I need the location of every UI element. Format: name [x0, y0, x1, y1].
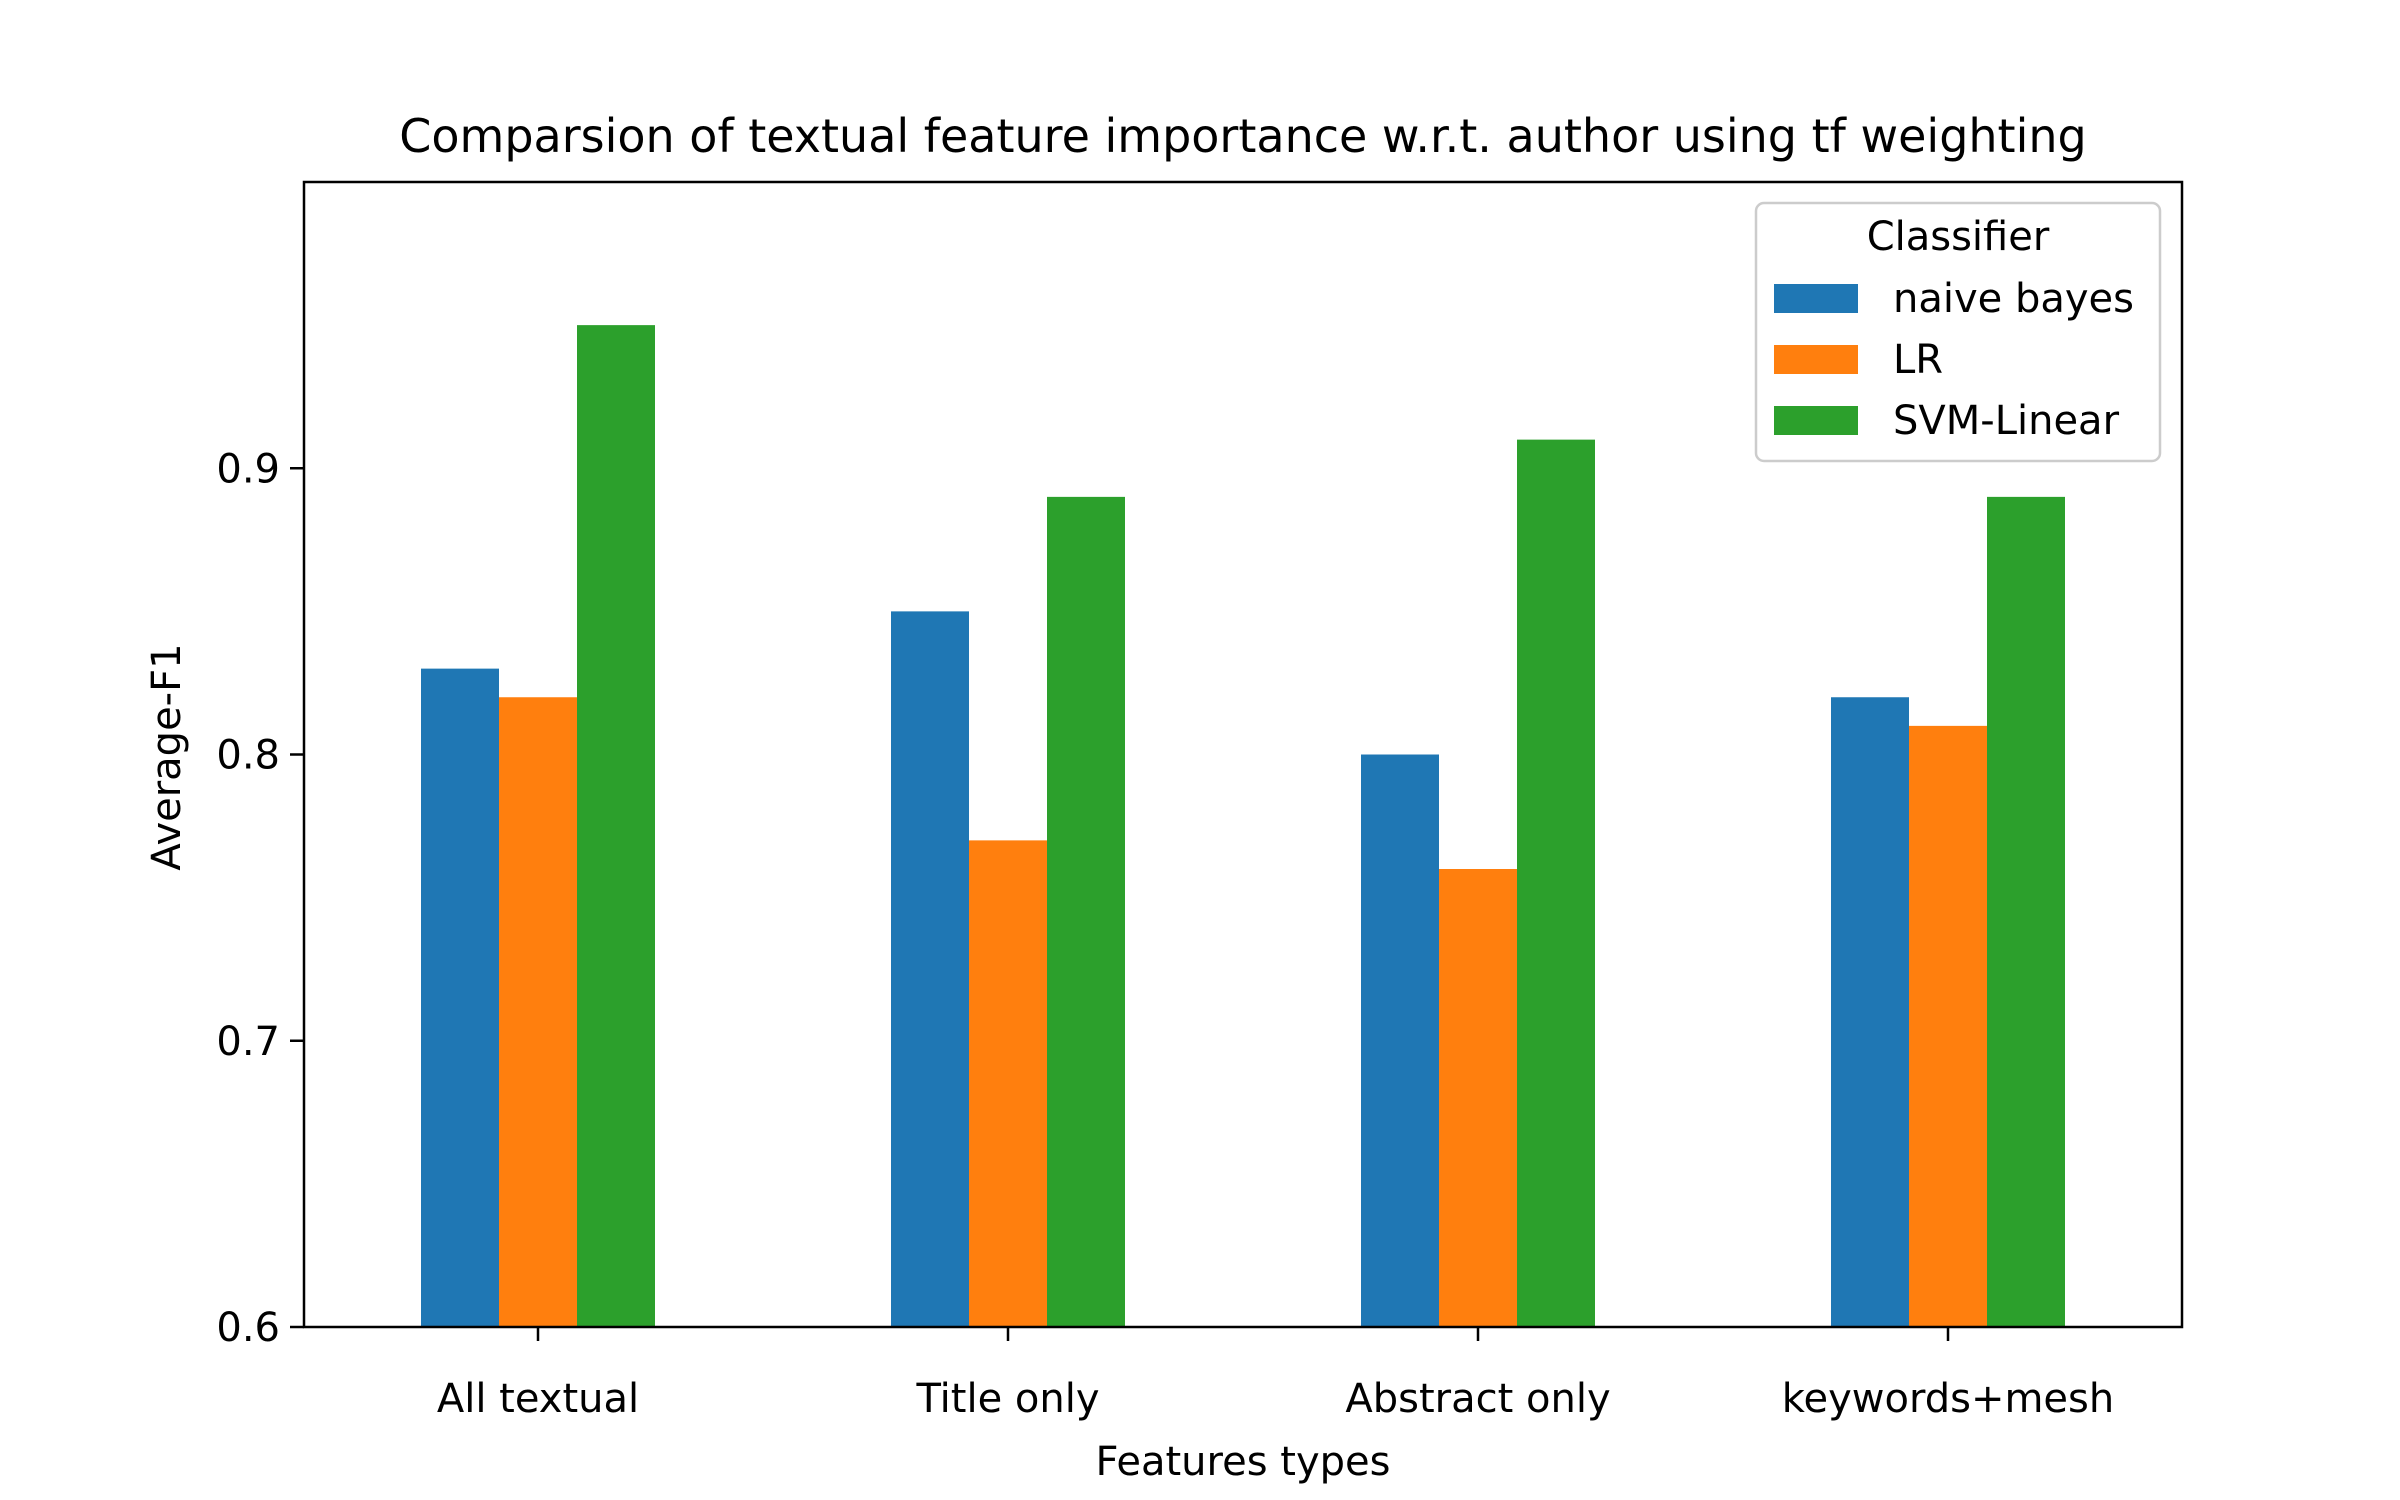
bar: [1909, 725, 1987, 1327]
legend-label: SVM-Linear: [1893, 398, 2120, 444]
x-tick-label: keywords+mesh: [1782, 1376, 2114, 1422]
x-axis-label: Features types: [1096, 1439, 1391, 1485]
y-axis-label: Average-F1: [144, 643, 190, 870]
bar: [1361, 754, 1439, 1327]
legend-swatch: [1774, 345, 1858, 374]
y-tick-label: 0.8: [216, 733, 280, 779]
legend-box: [1754, 201, 2162, 463]
x-tick-label: All textual: [437, 1376, 639, 1422]
y-axis-ticks: 0.6 0.7 0.8 0.9: [216, 446, 304, 1351]
bars-group: [421, 325, 2065, 1327]
y-tick-label: 0.6: [216, 1305, 280, 1351]
legend-title: Classifier: [1867, 214, 2050, 260]
legend-label: LR: [1893, 337, 1943, 383]
bar: [969, 840, 1047, 1327]
bar: [577, 325, 655, 1327]
bar: [1517, 439, 1595, 1327]
bar: [499, 697, 577, 1327]
legend: Classifier naive bayes LR SVM-Linear: [1754, 201, 2162, 463]
bar: [1987, 496, 2065, 1327]
bar: [891, 611, 969, 1327]
bar: [1439, 869, 1517, 1327]
chart-title: Comparsion of textual feature importance…: [399, 109, 2086, 163]
bar: [1831, 697, 1909, 1327]
legend-swatch: [1774, 284, 1858, 313]
legend-swatch: [1774, 406, 1858, 435]
legend-entries: naive bayes LR SVM-Linear: [1774, 276, 2134, 444]
legend-label: naive bayes: [1893, 276, 2134, 322]
x-tick-label: Title only: [915, 1376, 1099, 1422]
y-tick-label: 0.9: [216, 446, 280, 492]
x-axis-ticks: All textual Title only Abstract only keywor…: [437, 1327, 2114, 1422]
plot-area-frame: [302, 180, 2184, 1329]
x-tick-label: Abstract only: [1345, 1376, 1610, 1422]
bar: [421, 668, 499, 1327]
bar: [1047, 496, 1125, 1327]
y-tick-label: 0.7: [216, 1019, 280, 1065]
